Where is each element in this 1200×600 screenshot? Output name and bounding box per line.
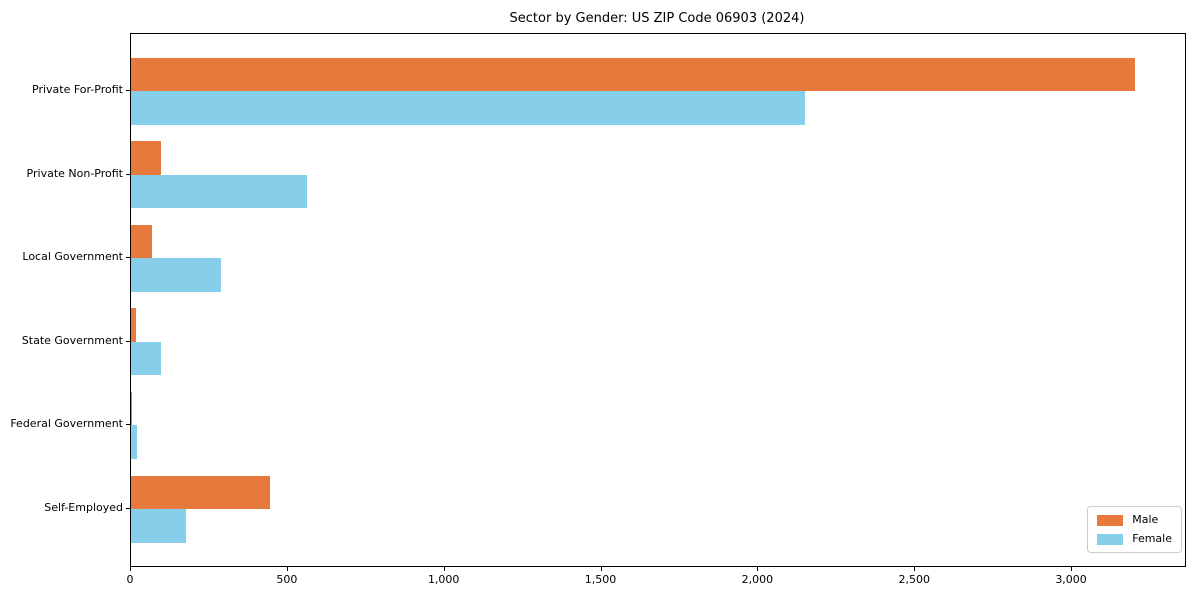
xtick-label-500: 500 xyxy=(276,573,298,586)
ytick-mark-federal-government xyxy=(126,424,130,426)
xtick-label-2500: 2,500 xyxy=(898,573,930,586)
bar-female-self-employed xyxy=(131,509,186,543)
xtick-mark-1000 xyxy=(443,567,445,571)
xtick-mark-2000 xyxy=(757,567,759,571)
legend-label-male: Male xyxy=(1132,513,1159,526)
ytick-label-private-non-profit: Private Non-Profit xyxy=(26,166,123,180)
chart-title: Sector by Gender: US ZIP Code 06903 (202… xyxy=(509,11,805,26)
xtick-label-2000: 2,000 xyxy=(741,573,774,586)
bar-female-federal-government xyxy=(131,425,138,459)
xtick-label-0: 0 xyxy=(126,573,134,586)
xtick-label-1000: 1,000 xyxy=(427,573,460,586)
xtick-mark-0 xyxy=(130,567,131,571)
bar-male-state-government xyxy=(131,308,137,342)
ytick-mark-private-for-profit xyxy=(126,90,130,91)
bar-male-self-employed xyxy=(131,475,270,509)
bar-female-local-government xyxy=(131,258,222,292)
bar-female-state-government xyxy=(131,341,162,376)
bar-male-local-government xyxy=(131,224,153,259)
ytick-label-private-for-profit: Private For-Profit xyxy=(32,83,123,96)
ytick-label-local-government: Local Government xyxy=(22,250,123,264)
xtick-mark-2500 xyxy=(914,567,916,571)
xtick-label-3000: 3,000 xyxy=(1055,573,1087,586)
ytick-mark-state-government xyxy=(126,340,130,342)
xtick-mark-3000 xyxy=(1071,567,1073,571)
plot-area: Male Female xyxy=(130,33,1186,567)
legend-item-female: Female xyxy=(1097,533,1172,545)
bar-female-private-for-profit xyxy=(131,91,806,125)
xtick-mark-1500 xyxy=(600,567,602,571)
xtick-label-1500: 1,500 xyxy=(584,573,617,586)
bar-male-private-non-profit xyxy=(131,141,161,175)
legend-item-male: Male xyxy=(1097,514,1172,526)
ytick-label-federal-government: Federal Government xyxy=(10,417,123,431)
bar-female-private-non-profit xyxy=(131,174,307,209)
legend-swatch-female xyxy=(1097,533,1124,545)
bar-male-federal-government xyxy=(131,391,133,426)
legend-label-female: Female xyxy=(1132,532,1172,545)
legend-swatch-male xyxy=(1097,514,1124,526)
bar-male-private-for-profit xyxy=(131,57,1135,91)
ytick-label-self-employed: Self-Employed xyxy=(44,501,123,514)
ytick-mark-private-non-profit xyxy=(126,173,130,175)
ytick-mark-self-employed xyxy=(126,508,130,509)
ytick-label-state-government: State Government xyxy=(21,333,123,347)
xtick-mark-500 xyxy=(286,567,288,571)
legend: Male Female xyxy=(1087,506,1182,553)
ytick-mark-local-government xyxy=(126,257,130,259)
